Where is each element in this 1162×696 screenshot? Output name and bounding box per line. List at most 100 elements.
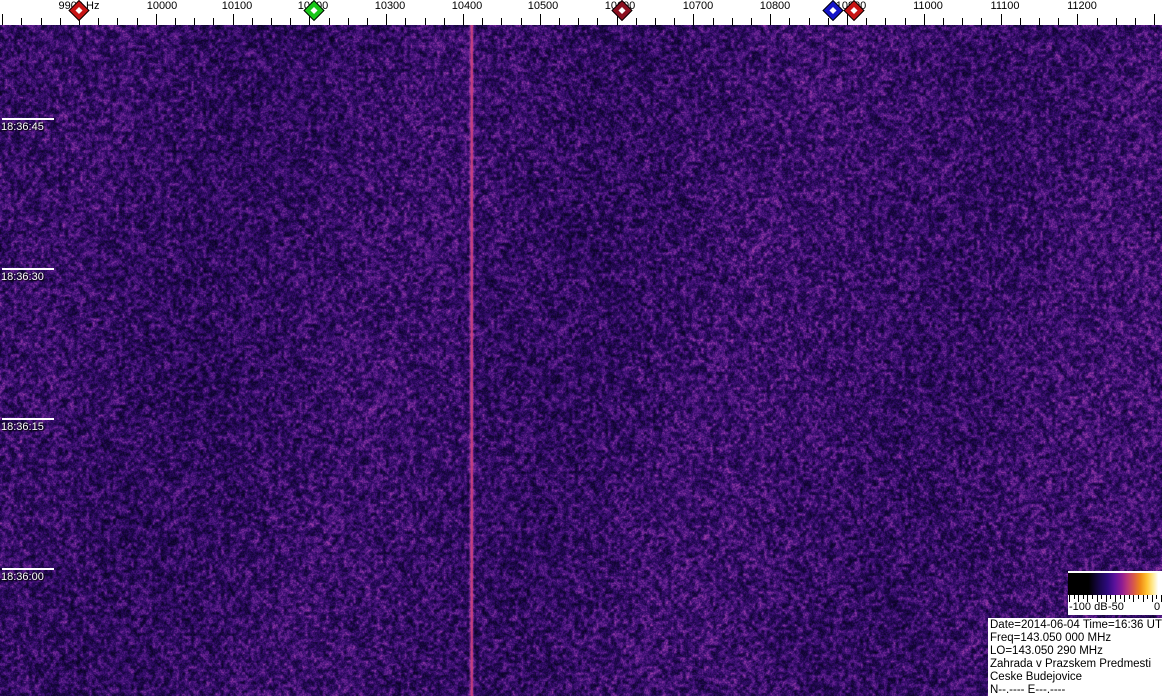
color-scale-tick (1120, 595, 1121, 599)
color-scale-tick (1115, 595, 1116, 602)
ruler-tick-minor (981, 18, 982, 25)
ruler-tick-minor (789, 18, 790, 25)
ruler-label: 10100 (221, 0, 253, 12)
color-scale-tick (1087, 595, 1088, 602)
ruler-tick-minor (21, 18, 22, 25)
color-scale-tick (1143, 595, 1144, 602)
ruler-tick-major (386, 14, 387, 25)
info-line-coords: N--.---- E---.---- (990, 684, 1066, 696)
color-scale-tick (1110, 595, 1111, 599)
ruler-tick-minor (117, 18, 118, 25)
time-axis-label: 18:36:00 (1, 571, 44, 583)
color-scale-tick (1124, 595, 1125, 602)
ruler-tick-minor (636, 18, 637, 25)
ruler-tick-minor (501, 18, 502, 25)
scale-label-min: -100 dB (1069, 601, 1108, 613)
ruler-label: 10000 (146, 0, 178, 12)
info-line-datetime: Date=2014-06-04 Time=16:36 UTC (990, 619, 1162, 631)
ruler-tick-minor (444, 18, 445, 25)
time-tick-line (2, 568, 54, 570)
info-line-frequency: Freq=143.050 000 MHz (990, 632, 1112, 644)
ruler-tick-minor (751, 18, 752, 25)
info-line-city: Ceske Budejovice (990, 671, 1083, 683)
ruler-tick-minor (521, 18, 522, 25)
ruler-tick-minor (348, 18, 349, 25)
time-tick-line (2, 418, 54, 420)
ruler-tick-major (540, 14, 541, 25)
time-axis-label: 18:36:15 (1, 421, 44, 433)
marker-pip-icon (75, 6, 83, 15)
ruler-tick-minor (98, 18, 99, 25)
ruler-tick-major (617, 14, 618, 25)
ruler-tick-major (156, 14, 157, 25)
ruler-label: 11100 (990, 0, 1020, 12)
time-tick-line (2, 268, 54, 270)
ruler-tick-major (1154, 14, 1155, 25)
waterfall-noise-canvas (0, 25, 1162, 696)
ruler-tick-major (233, 14, 234, 25)
time-axis-label: 18:36:45 (1, 121, 44, 133)
ruler-tick-major (463, 14, 464, 25)
color-scale-tick (1078, 595, 1079, 602)
color-scale-tick (1129, 595, 1130, 599)
info-line-location: Zahrada v Prazskem Predmesti (990, 658, 1152, 670)
color-scale-tick (1147, 595, 1148, 599)
color-scale-tick (1069, 595, 1070, 602)
ruler-tick-major (309, 14, 310, 25)
scale-label-mid: -50 (1108, 601, 1124, 613)
ruler-tick-minor (367, 18, 368, 25)
ruler-tick-minor (962, 18, 963, 25)
color-scale-tick (1133, 595, 1134, 602)
ruler-tick-minor (41, 18, 42, 25)
ruler-tick-major (2, 14, 3, 25)
ruler-tick-major (924, 14, 925, 25)
marker-pip-icon (850, 6, 858, 15)
ruler-tick-minor (405, 18, 406, 25)
ruler-tick-minor (137, 18, 138, 25)
ruler-tick-minor (175, 18, 176, 25)
ruler-tick-minor (732, 18, 733, 25)
time-tick-line (2, 118, 54, 120)
ruler-tick-minor (1135, 18, 1136, 25)
ruler-tick-minor (655, 18, 656, 25)
ruler-label: 10800 (759, 0, 791, 12)
info-line-lo: LO=143.050 290 MHz (990, 645, 1103, 657)
ruler-tick-major (1077, 14, 1078, 25)
ruler-tick-minor (943, 18, 944, 25)
color-scale-tick (1074, 595, 1075, 599)
marker-pip-icon (829, 6, 837, 15)
ruler-tick-minor (60, 18, 61, 25)
ruler-tick-minor (252, 18, 253, 25)
ruler-tick-minor (1039, 18, 1040, 25)
ruler-tick-minor (425, 18, 426, 25)
ruler-tick-minor (1097, 18, 1098, 25)
scale-label-max: 0 (1154, 601, 1161, 613)
ruler-tick-minor (674, 18, 675, 25)
marker-pip-icon (618, 6, 626, 15)
ruler-tick-minor (290, 18, 291, 25)
ruler-tick-minor (578, 18, 579, 25)
ruler-tick-minor (194, 18, 195, 25)
color-scale-tick (1138, 595, 1139, 599)
ruler-label: 10700 (682, 0, 714, 12)
time-axis-label: 18:36:30 (1, 271, 44, 283)
color-scale-tick (1097, 595, 1098, 602)
marker-pip-icon (310, 6, 318, 15)
ruler-tick-minor (809, 18, 810, 25)
ruler-label: 10500 (527, 0, 559, 12)
frequency-ruler[interactable]: 9900 Hz100001010010200103001040010500106… (0, 0, 1162, 25)
ruler-tick-minor (1020, 18, 1021, 25)
ruler-tick-minor (866, 18, 867, 25)
color-scale-tick (1083, 595, 1084, 599)
ruler-label: 11000 (913, 0, 943, 12)
ruler-tick-minor (271, 18, 272, 25)
ruler-tick-minor (213, 18, 214, 25)
ruler-tick-major (1001, 14, 1002, 25)
ruler-tick-minor (905, 18, 906, 25)
ruler-tick-major (847, 14, 848, 25)
color-scale-tick (1101, 595, 1102, 599)
color-scale-gradient (1068, 573, 1162, 595)
waterfall-display[interactable]: 18:36:45 18:36:30 18:36:15 18:36:00 (0, 25, 1162, 696)
ruler-label: 11200 (1067, 0, 1097, 12)
